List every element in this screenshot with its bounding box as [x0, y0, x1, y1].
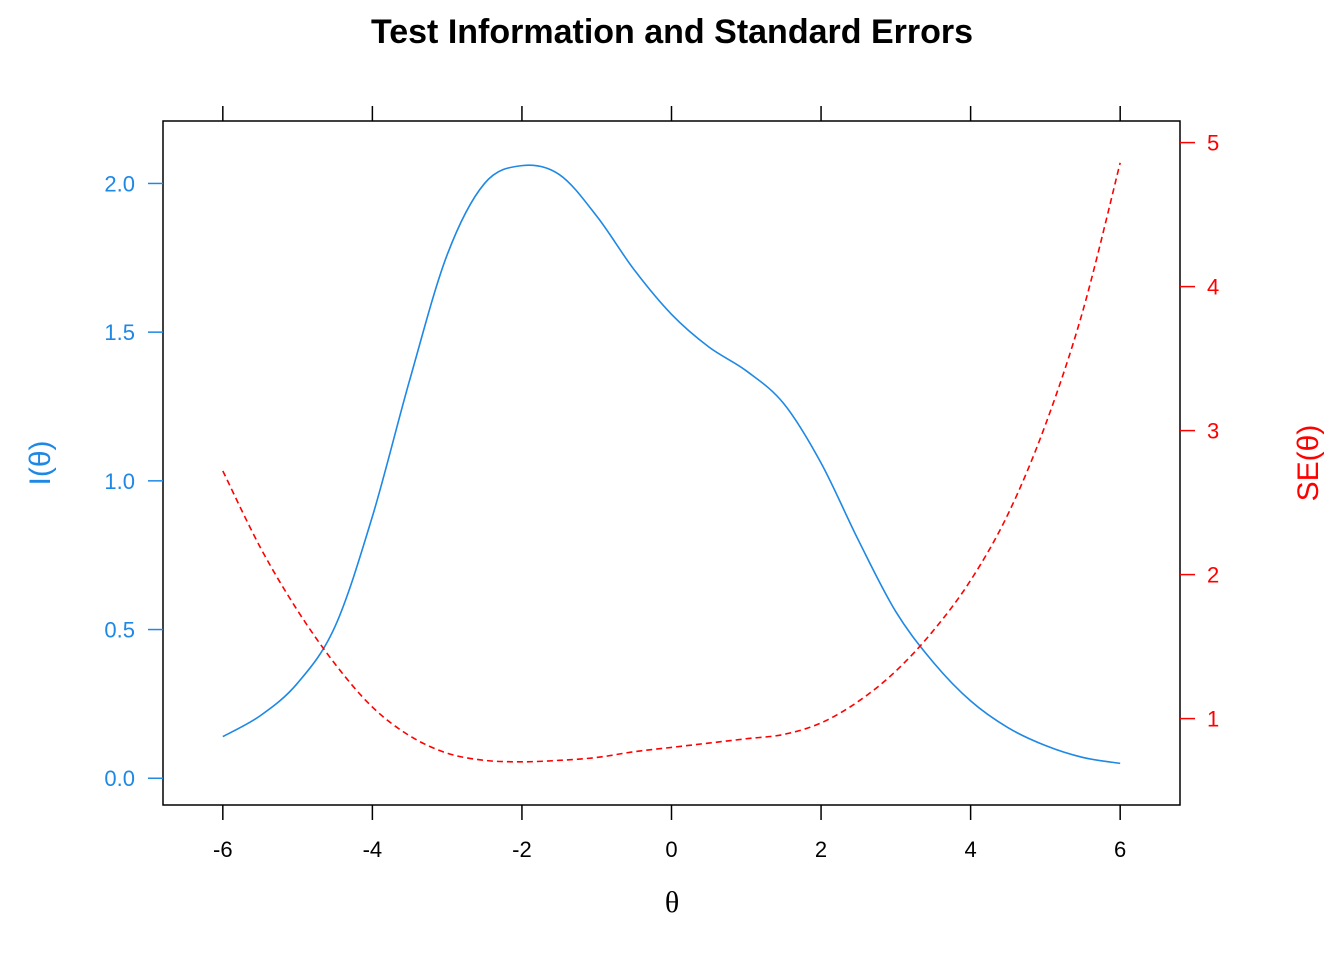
y-left-tick-label: 0.5: [104, 618, 135, 643]
y-right-tick-label: 3: [1207, 419, 1219, 444]
x-tick-label: -2: [512, 837, 532, 862]
y-right-tick-label: 2: [1207, 563, 1219, 588]
standard-error-curve: [222, 162, 1121, 763]
y-left-tick-label: 2.0: [104, 171, 135, 196]
y-left-tick-label: 1.5: [104, 320, 135, 345]
chart-title: Test Information and Standard Errors: [371, 13, 973, 51]
x-tick-label: 4: [964, 837, 976, 862]
x-tick-label: 2: [815, 837, 827, 862]
x-tick-label: -4: [363, 837, 383, 862]
y-right-tick-label: 5: [1207, 131, 1219, 156]
y-right-tick-label: 1: [1207, 707, 1219, 732]
x-axis-bottom: -6 -4 -2 0 2 4 6: [213, 805, 1126, 862]
plot-frame: [162, 120, 1181, 806]
y-left-tick-label: 1.0: [104, 469, 135, 494]
y-axis-right: 1 2 3 4 5: [1180, 131, 1219, 732]
y-axis-label-right: SE(θ): [1292, 425, 1325, 502]
series-layer: [222, 162, 1121, 765]
y-axis-left: 0.0 0.5 1.0 1.5 2.0: [104, 171, 163, 791]
x-tick-label: 6: [1114, 837, 1126, 862]
information-curve: [222, 164, 1121, 765]
x-axis-label: θ: [665, 886, 679, 919]
y-axis-label-left: I(θ): [24, 441, 57, 486]
x-tick-label: -6: [213, 837, 233, 862]
y-right-tick-label: 4: [1207, 275, 1219, 300]
x-axis-top: [222, 106, 1121, 121]
x-tick-label: 0: [665, 837, 677, 862]
y-left-tick-label: 0.0: [104, 766, 135, 791]
